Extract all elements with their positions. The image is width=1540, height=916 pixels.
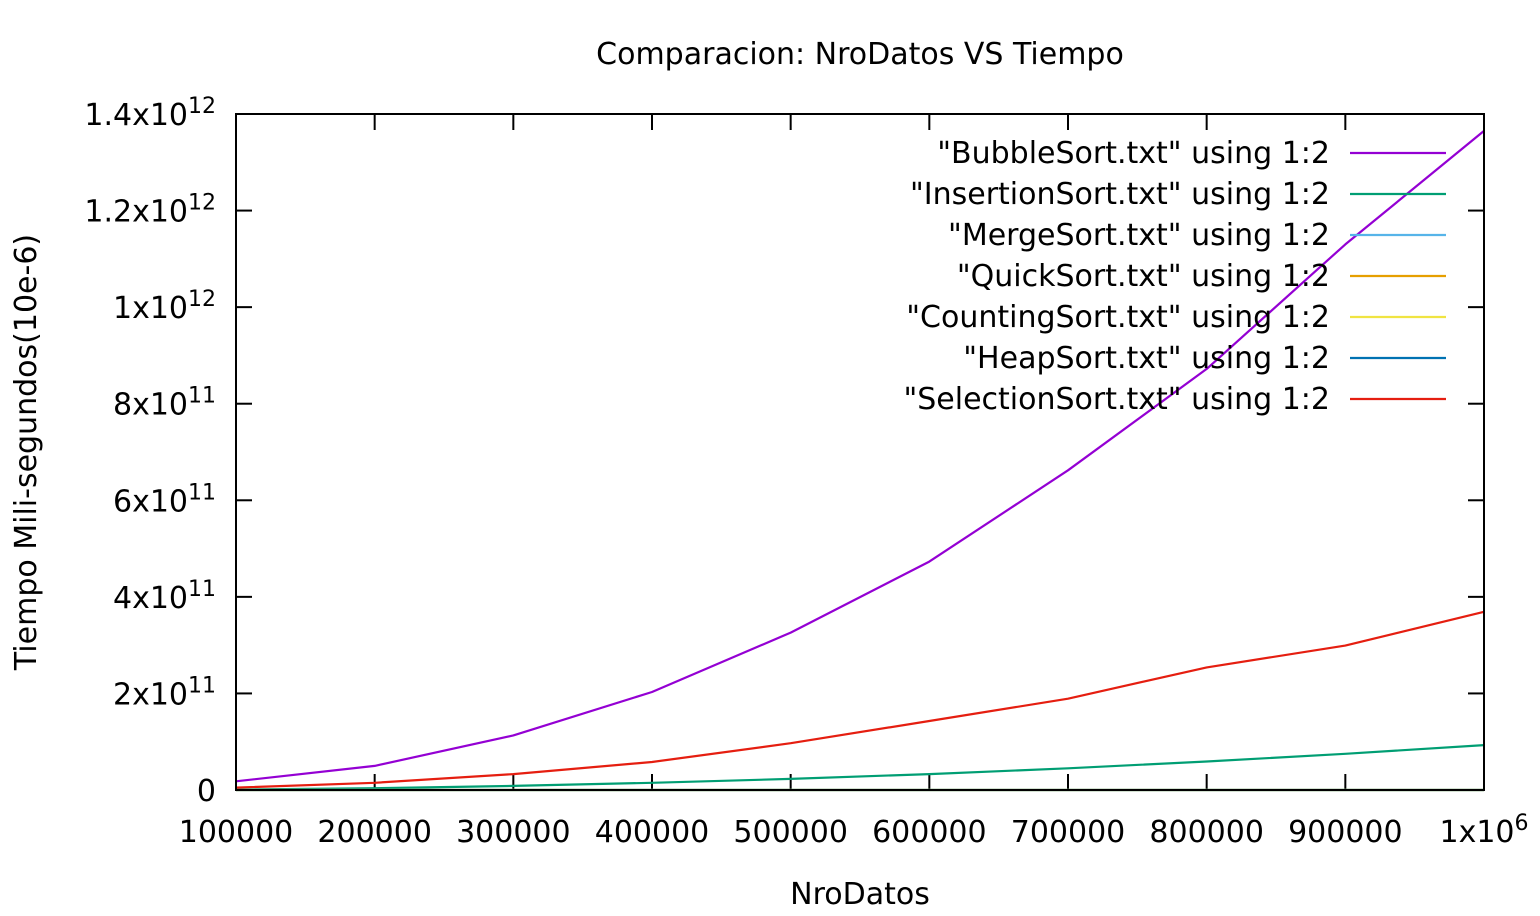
x-tick-label: 100000 [179, 815, 294, 850]
x-tick-label-exponent: 6 [1515, 811, 1529, 836]
x-tick-label-base: 800000 [1149, 815, 1264, 850]
series-line-0 [235, 130, 1485, 783]
y-tick-label-base: 6x10 [113, 484, 188, 519]
y-tick-label-base: 1.4x10 [84, 98, 188, 133]
series-line-1 [235, 744, 1485, 791]
legend-label: "BubbleSort.txt" using 1:2 [937, 136, 1330, 171]
plot-frame [235, 113, 1485, 791]
chart-title: Comparacion: NroDatos VS Tiempo [596, 37, 1124, 72]
y-tick-label: 6x1011 [113, 480, 216, 519]
legend-label: "CountingSort.txt" using 1:2 [906, 300, 1330, 335]
y-tick-label-exponent: 12 [188, 191, 216, 216]
y-tick-label-exponent: 11 [188, 480, 216, 505]
y-tick-label-base: 1x10 [113, 291, 188, 326]
y-tick-label-exponent: 11 [188, 673, 216, 698]
y-axis-title: Tiempo Mili-segundos(10e-6) [9, 234, 44, 671]
y-tick-label: 2x1011 [113, 673, 216, 712]
y-tick-label-base: 2x10 [113, 677, 188, 712]
x-tick-label: 500000 [733, 815, 848, 850]
x-axis-title: NroDatos [790, 877, 930, 912]
x-tick-label-base: 300000 [456, 815, 571, 850]
legend-item: "CountingSort.txt" using 1:2 [906, 300, 1446, 335]
legend-item: "HeapSort.txt" using 1:2 [963, 341, 1446, 376]
x-tick-label-base: 1x10 [1439, 815, 1514, 850]
x-tick-label: 300000 [456, 815, 571, 850]
x-tick-label: 400000 [595, 815, 710, 850]
x-tick-label-base: 900000 [1288, 815, 1403, 850]
y-tick-label-base: 4x10 [113, 581, 188, 616]
y-tick-label-exponent: 11 [188, 384, 216, 409]
x-tick-label: 900000 [1288, 815, 1403, 850]
legend-item: "SelectionSort.txt" using 1:2 [903, 382, 1446, 417]
legend-item: "MergeSort.txt" using 1:2 [948, 218, 1446, 253]
x-tick-label: 800000 [1149, 815, 1264, 850]
x-tick-label-base: 500000 [733, 815, 848, 850]
y-tick-label-exponent: 12 [188, 94, 216, 119]
y-tick-label: 1.2x1012 [84, 191, 216, 230]
legend-item: "QuickSort.txt" using 1:2 [957, 259, 1446, 294]
x-tick-label: 600000 [872, 815, 987, 850]
legend-item: "BubbleSort.txt" using 1:2 [937, 136, 1446, 171]
legend-label: "MergeSort.txt" using 1:2 [948, 218, 1330, 253]
y-tick-label: 1.4x1012 [84, 94, 216, 133]
ticks-layer: 100000 200000 300000 400000 500000 600000 7000… [84, 94, 1528, 850]
y-tick-label: 4x1011 [113, 577, 216, 616]
y-tick-label-exponent: 11 [188, 577, 216, 602]
x-tick-label: 1x106 [1439, 811, 1528, 850]
x-tick-label-base: 200000 [317, 815, 432, 850]
y-tick-label-base: 1.2x10 [84, 195, 188, 230]
y-tick-label-exponent: 12 [188, 287, 216, 312]
x-tick-label: 200000 [317, 815, 432, 850]
y-tick-label-base: 0 [197, 774, 216, 809]
x-tick-label-base: 100000 [179, 815, 294, 850]
y-tick-label: 0 [197, 774, 216, 809]
legend-label: "HeapSort.txt" using 1:2 [963, 341, 1330, 376]
legend-label: "QuickSort.txt" using 1:2 [957, 259, 1330, 294]
legend-label: "SelectionSort.txt" using 1:2 [903, 382, 1330, 417]
series-line-6 [235, 610, 1485, 789]
y-tick-label: 1x1012 [113, 287, 216, 326]
y-tick-label: 8x1011 [113, 384, 216, 423]
x-tick-label-base: 700000 [1011, 815, 1126, 850]
x-tick-label-base: 400000 [595, 815, 710, 850]
y-tick-label-base: 8x10 [113, 388, 188, 423]
legend-label: "InsertionSort.txt" using 1:2 [910, 177, 1330, 212]
x-tick-label-base: 600000 [872, 815, 987, 850]
legend: "BubbleSort.txt" using 1:2 "InsertionSort… [903, 136, 1446, 417]
x-tick-label: 700000 [1011, 815, 1126, 850]
legend-item: "InsertionSort.txt" using 1:2 [910, 177, 1446, 212]
